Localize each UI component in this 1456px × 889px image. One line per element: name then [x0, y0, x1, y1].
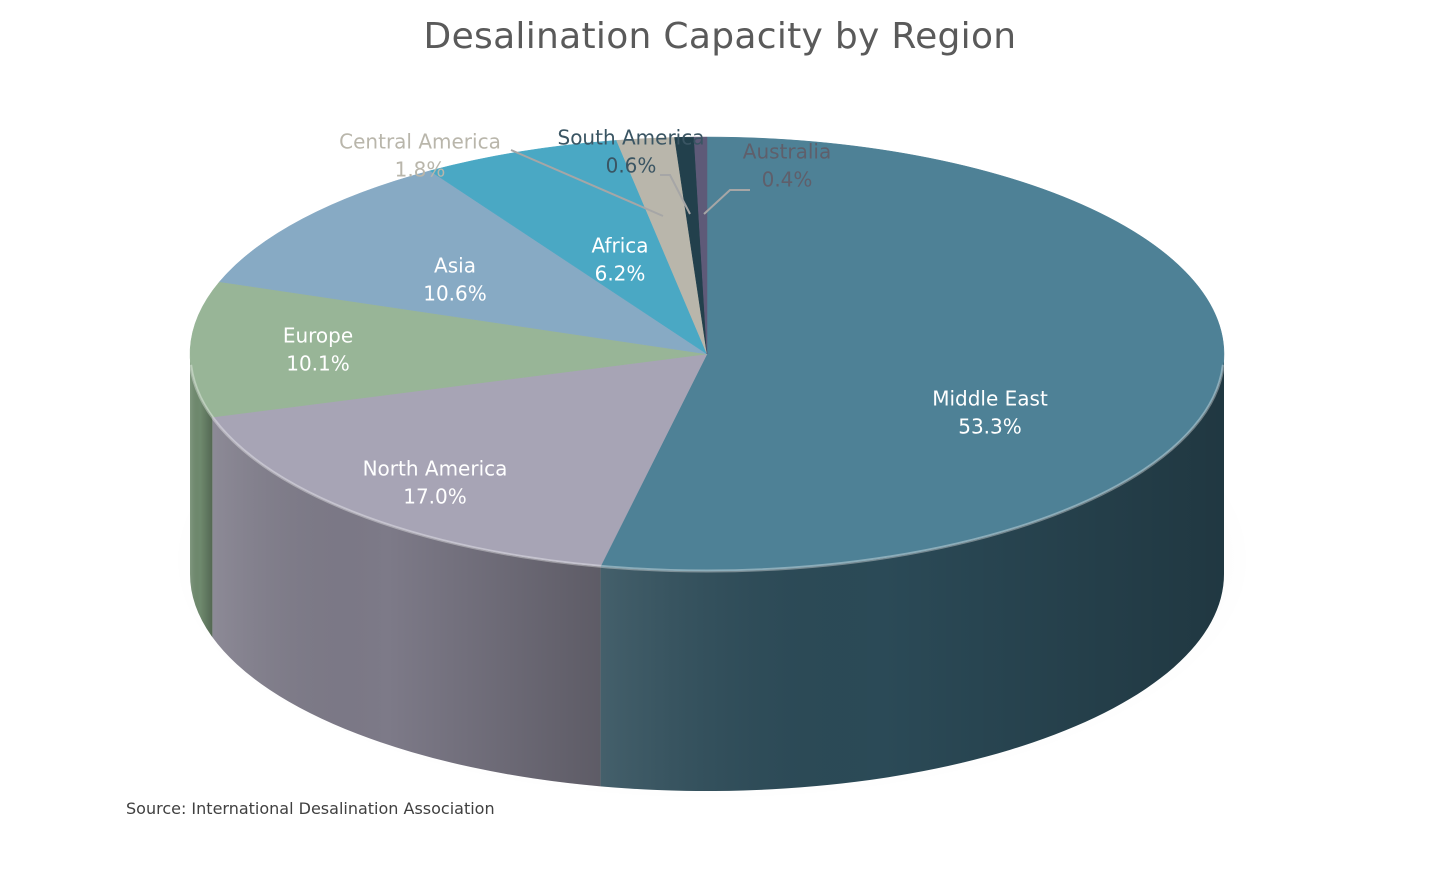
slice-label-australia: Australia — [743, 140, 831, 164]
chart-title: Desalination Capacity by Region — [423, 16, 1017, 57]
slice-value-south-america: 0.6% — [606, 154, 657, 178]
pie-slice-asia — [218, 170, 708, 355]
slice-value-asia: 10.6% — [423, 282, 487, 306]
slice-label-north-america: North America — [363, 457, 508, 481]
leader-line-australia — [703, 189, 750, 215]
slice-value-europe: 10.1% — [286, 352, 350, 376]
slice-value-australia: 0.4% — [762, 168, 813, 192]
pie-side-shade-europe — [190, 354, 213, 638]
slice-value-africa: 6.2% — [595, 262, 646, 286]
pie-slice-australia — [693, 136, 708, 355]
slice-value-middle-east: 53.3% — [958, 415, 1022, 439]
slice-value-central-america: 1.8% — [395, 158, 446, 182]
leader-line-central-america — [510, 149, 664, 217]
pie-side-shade-middle-east — [600, 354, 1224, 791]
source-note: Source: International Desalination Assoc… — [126, 799, 495, 818]
slice-label-south-america: South America — [558, 126, 705, 150]
leader-line-south-america — [660, 174, 691, 215]
pie-side-shade-north-america — [212, 417, 601, 787]
slice-label-africa: Africa — [591, 234, 648, 258]
slice-label-europe: Europe — [283, 324, 353, 348]
slice-label-central-america: Central America — [339, 130, 501, 154]
slice-label-middle-east: Middle East — [932, 387, 1048, 411]
pie-rim-highlight — [189, 364, 1225, 573]
pie-slice-europe — [189, 281, 708, 418]
pie-slice-north-america — [211, 353, 708, 567]
slice-value-north-america: 17.0% — [403, 485, 467, 509]
pie-slice-middle-east — [600, 136, 1225, 572]
pie-slice-africa — [429, 140, 708, 355]
slice-label-asia: Asia — [434, 254, 476, 278]
